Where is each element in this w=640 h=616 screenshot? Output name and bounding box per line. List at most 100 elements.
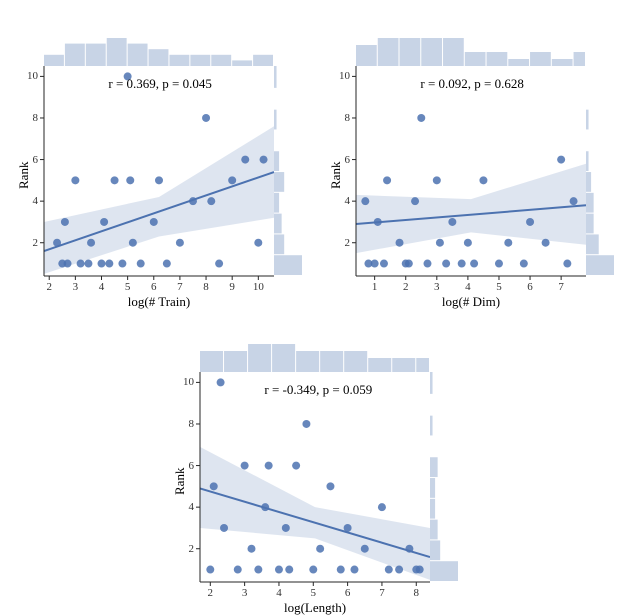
data-point bbox=[316, 545, 324, 553]
xtick-label: 9 bbox=[229, 281, 235, 293]
xtick-label: 7 bbox=[177, 281, 183, 293]
data-point bbox=[61, 218, 69, 226]
data-point bbox=[215, 260, 223, 268]
xtick-label: 8 bbox=[414, 587, 420, 599]
data-point bbox=[526, 218, 534, 226]
ytick-label: 2 bbox=[18, 237, 38, 249]
hist-top bbox=[200, 342, 430, 372]
ytick-label: 10 bbox=[330, 70, 350, 82]
data-point bbox=[520, 260, 528, 268]
xtick-label: 3 bbox=[242, 587, 248, 599]
data-point bbox=[260, 156, 268, 164]
data-point bbox=[383, 176, 391, 184]
data-point bbox=[417, 114, 425, 122]
xtick-label: 5 bbox=[496, 281, 502, 293]
data-point bbox=[563, 260, 571, 268]
data-point bbox=[176, 239, 184, 247]
data-point bbox=[378, 503, 386, 511]
data-point bbox=[77, 260, 85, 268]
data-point bbox=[405, 260, 413, 268]
ytick-label: 4 bbox=[18, 195, 38, 207]
data-point bbox=[495, 260, 503, 268]
data-point bbox=[479, 176, 487, 184]
plot-area: 1234567246810r = 0.092, p = 0.628 bbox=[356, 66, 586, 276]
data-point bbox=[254, 239, 262, 247]
data-point bbox=[448, 218, 456, 226]
data-point bbox=[436, 239, 444, 247]
data-point bbox=[405, 545, 413, 553]
xtick-label: 8 bbox=[203, 281, 209, 293]
data-point bbox=[350, 566, 358, 574]
ytick-label: 4 bbox=[174, 501, 194, 513]
xtick-label: 4 bbox=[465, 281, 471, 293]
data-point bbox=[137, 260, 145, 268]
data-point bbox=[504, 239, 512, 247]
panel-dim: 1234567246810r = 0.092, p = 0.628log(# D… bbox=[356, 36, 616, 276]
data-point bbox=[105, 260, 113, 268]
data-point bbox=[261, 503, 269, 511]
data-point bbox=[202, 114, 210, 122]
ytick-label: 2 bbox=[330, 237, 350, 249]
ytick-label: 8 bbox=[174, 418, 194, 430]
data-point bbox=[309, 566, 317, 574]
data-point bbox=[71, 176, 79, 184]
y-axis-label: Rank bbox=[172, 468, 188, 495]
hist-right bbox=[430, 372, 460, 582]
data-point bbox=[464, 239, 472, 247]
data-point bbox=[275, 566, 283, 574]
data-point bbox=[206, 566, 214, 574]
xtick-label: 4 bbox=[99, 281, 105, 293]
data-point bbox=[411, 197, 419, 205]
data-point bbox=[542, 239, 550, 247]
data-point bbox=[53, 239, 61, 247]
xtick-label: 2 bbox=[46, 281, 52, 293]
data-point bbox=[254, 566, 262, 574]
data-point bbox=[241, 156, 249, 164]
data-point bbox=[64, 260, 72, 268]
data-point bbox=[396, 239, 404, 247]
data-point bbox=[361, 545, 369, 553]
ytick-label: 8 bbox=[330, 112, 350, 124]
data-point bbox=[337, 566, 345, 574]
data-point bbox=[423, 260, 431, 268]
panel-length: 2345678246810r = -0.349, p = 0.059log(Le… bbox=[200, 342, 460, 582]
xtick-label: 1 bbox=[372, 281, 378, 293]
data-point bbox=[344, 524, 352, 532]
hist-right bbox=[586, 66, 616, 276]
ytick-label: 8 bbox=[18, 112, 38, 124]
stats-annotation: r = -0.349, p = 0.059 bbox=[264, 382, 372, 398]
confidence-band bbox=[44, 126, 274, 274]
data-point bbox=[326, 482, 334, 490]
y-axis-label: Rank bbox=[328, 162, 344, 189]
data-point bbox=[557, 156, 565, 164]
data-point bbox=[416, 566, 424, 574]
data-point bbox=[129, 239, 137, 247]
data-point bbox=[118, 260, 126, 268]
xtick-label: 5 bbox=[125, 281, 131, 293]
data-point bbox=[385, 566, 393, 574]
data-point bbox=[150, 218, 158, 226]
data-point bbox=[84, 260, 92, 268]
panel-train: 2345678910246810r = 0.369, p = 0.045log(… bbox=[44, 36, 304, 276]
stats-annotation: r = 0.369, p = 0.045 bbox=[108, 76, 212, 92]
data-point bbox=[361, 197, 369, 205]
data-point bbox=[265, 462, 273, 470]
data-point bbox=[163, 260, 171, 268]
data-point bbox=[285, 566, 293, 574]
xtick-label: 5 bbox=[311, 587, 317, 599]
data-point bbox=[111, 176, 119, 184]
ytick-label: 4 bbox=[330, 195, 350, 207]
data-point bbox=[155, 176, 163, 184]
xtick-label: 2 bbox=[208, 587, 214, 599]
y-axis-label: Rank bbox=[16, 162, 32, 189]
data-point bbox=[395, 566, 403, 574]
data-point bbox=[442, 260, 450, 268]
plot-area: 2345678910246810r = 0.369, p = 0.045 bbox=[44, 66, 274, 276]
data-point bbox=[228, 176, 236, 184]
plot-area: 2345678246810r = -0.349, p = 0.059 bbox=[200, 372, 430, 582]
data-point bbox=[241, 462, 249, 470]
data-point bbox=[210, 482, 218, 490]
stats-annotation: r = 0.092, p = 0.628 bbox=[420, 76, 524, 92]
data-point bbox=[220, 524, 228, 532]
data-point bbox=[207, 197, 215, 205]
